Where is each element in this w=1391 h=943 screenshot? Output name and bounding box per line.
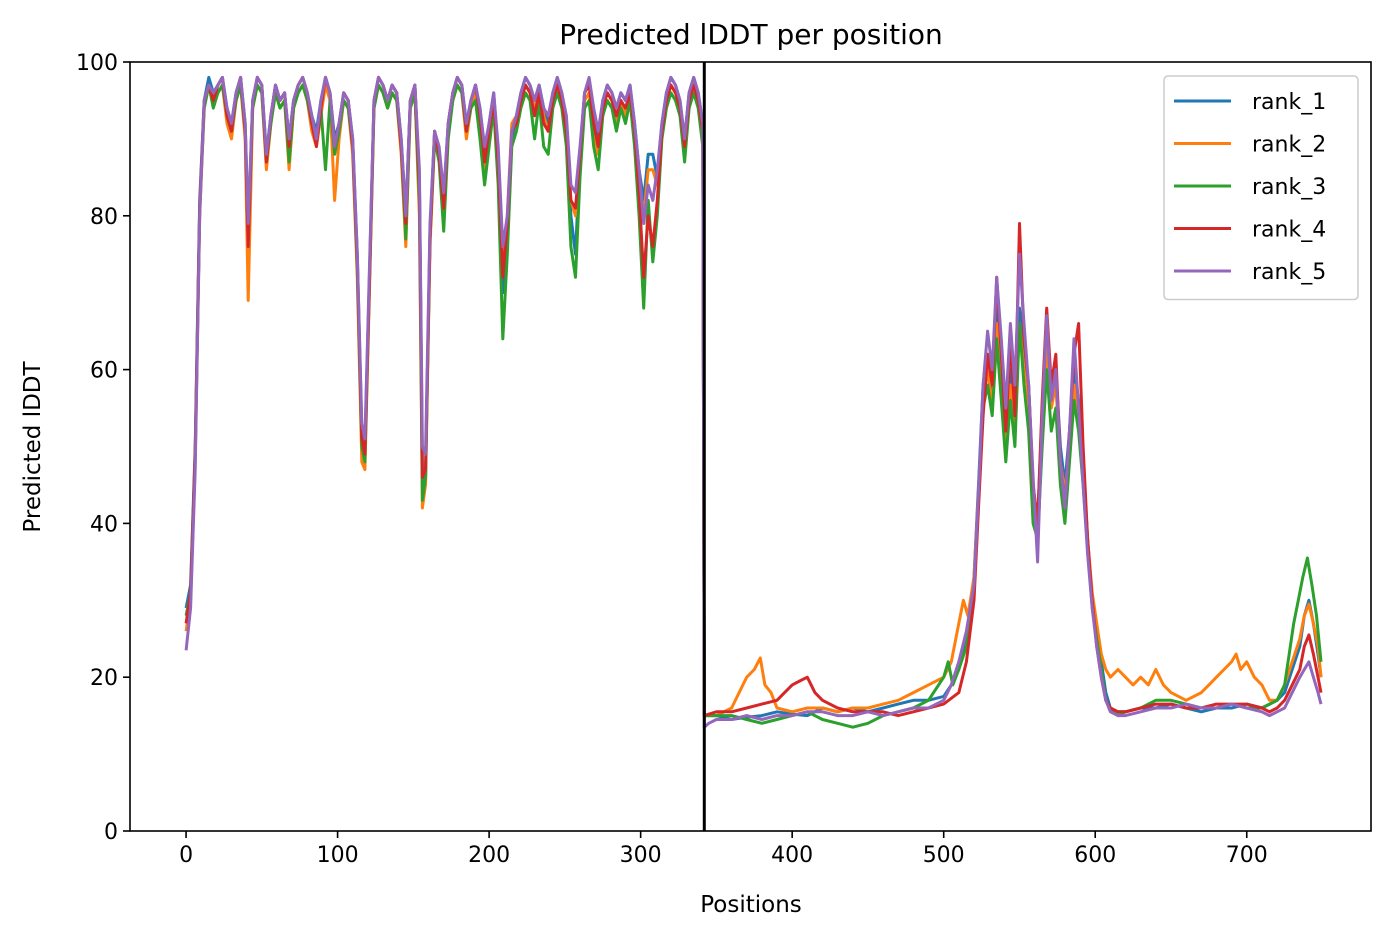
- plot-area: 0 100 200 300 400 500 600 700 0 20 40 60 80 100: [76, 51, 1372, 868]
- legend-frame: [1163, 75, 1359, 301]
- legend-label: rank_2: [1252, 133, 1326, 158]
- x-tick-label: 500: [923, 843, 965, 868]
- y-tick-label: 60: [90, 359, 118, 384]
- x-tick-label: 300: [620, 843, 662, 868]
- x-tick-label: 100: [317, 843, 359, 868]
- series-line-rank_3: [184, 83, 1323, 729]
- chart-title: Predicted lDDT per position: [559, 18, 943, 51]
- y-tick-label: 0: [104, 820, 118, 845]
- y-tick-label: 40: [90, 512, 118, 537]
- y-tick-label: 20: [90, 666, 118, 691]
- x-tick-label: 600: [1074, 843, 1116, 868]
- y-axis-label: Predicted lDDT: [20, 360, 46, 532]
- legend-label: rank_3: [1252, 175, 1326, 200]
- x-tick-label: 200: [468, 843, 510, 868]
- x-tick-label: 400: [771, 843, 813, 868]
- legend-label: rank_4: [1252, 218, 1326, 243]
- legend-label: rank_1: [1252, 90, 1326, 115]
- legend-label: rank_5: [1252, 260, 1326, 285]
- plot-frame: [129, 61, 1372, 832]
- x-axis-label: Positions: [700, 892, 802, 918]
- legend: rank_1 rank_2 rank_3 rank_4 rank_5: [1163, 75, 1359, 301]
- series-lines: [184, 75, 1323, 729]
- y-tick-label: 100: [76, 51, 118, 76]
- series-line-rank_5: [184, 75, 1323, 729]
- x-tick-label: 0: [179, 843, 193, 868]
- x-tick-label: 700: [1226, 843, 1268, 868]
- y-tick-label: 80: [90, 205, 118, 230]
